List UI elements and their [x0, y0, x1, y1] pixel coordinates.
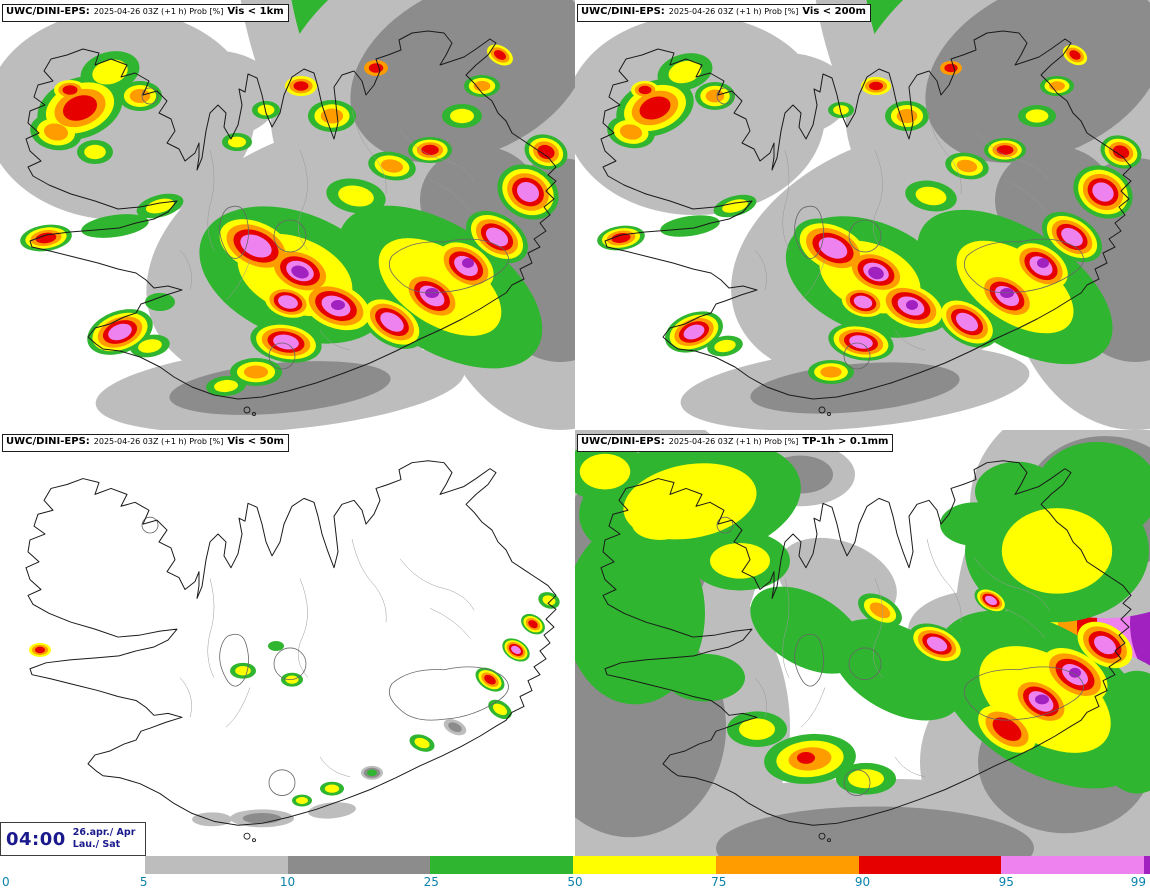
map-canvas-vis-1km: [0, 0, 575, 430]
probability-field-vis-1km: [0, 0, 575, 430]
probability-field-vis-200m: [575, 0, 1150, 430]
model-label: UWC/DINI-EPS:: [6, 436, 90, 447]
valid-date-line2: Lau./ Sat: [72, 839, 121, 850]
colorbar-label-25: 25: [423, 875, 439, 889]
probability-field-tp-1h: [575, 430, 1150, 856]
colorbar-segment-4: [715, 856, 859, 874]
probability-field-vis-50m: [29, 592, 560, 828]
colorbar-label-10: 10: [279, 875, 296, 889]
map-panel-vis-200m: UWC/DINI-EPS: 2025-04-26 03Z (+1 h) Prob…: [575, 0, 1150, 430]
model-label: UWC/DINI-EPS:: [581, 6, 665, 17]
colorbar-segment-3: [573, 856, 716, 874]
iceland-map-overlay: [25, 460, 557, 843]
valid-time-box: 04:00 26.apr./ Apr Lau./ Sat: [0, 822, 146, 856]
run-info-label: 2025-04-26 03Z (+1 h) Prob [%]: [93, 437, 224, 446]
threshold-label: Vis < 200m: [802, 6, 866, 17]
colorbar-segment-0: [145, 856, 288, 874]
colorbar-labels: 0 5 10 25 50 75 90 95 99: [0, 874, 1150, 891]
colorbar-label-99: 99: [1130, 875, 1146, 889]
colorbar-segment-7: [1144, 856, 1150, 874]
threshold-label: Vis < 50m: [227, 436, 284, 447]
colorbar-segments: [145, 856, 1150, 874]
colorbar-label-0: 0: [2, 875, 10, 889]
model-label: UWC/DINI-EPS:: [6, 6, 90, 17]
colorbar-label-90: 90: [854, 875, 871, 889]
map-grid: UWC/DINI-EPS: 2025-04-26 03Z (+1 h) Prob…: [0, 0, 1150, 856]
map-canvas-vis-50m: [25, 460, 560, 843]
colorbar-segment-1: [287, 856, 431, 874]
colorbar-segment-6: [1001, 856, 1145, 874]
panel-title-vis-1km: UWC/DINI-EPS: 2025-04-26 03Z (+1 h) Prob…: [2, 4, 289, 22]
panel-title-vis-200m: UWC/DINI-EPS: 2025-04-26 03Z (+1 h) Prob…: [577, 4, 871, 22]
panel-title-vis-50m: UWC/DINI-EPS: 2025-04-26 03Z (+1 h) Prob…: [2, 434, 289, 452]
threshold-label: Vis < 1km: [227, 6, 284, 17]
map-panel-vis-50m: UWC/DINI-EPS: 2025-04-26 03Z (+1 h) Prob…: [0, 430, 575, 856]
valid-date-line1: 26.apr./ Apr: [72, 827, 136, 839]
run-info-label: 2025-04-26 03Z (+1 h) Prob [%]: [93, 7, 224, 16]
map-canvas-tp-1h: [575, 430, 1150, 856]
panel-title-tp-1h: UWC/DINI-EPS: 2025-04-26 03Z (+1 h) Prob…: [577, 434, 894, 452]
probability-colorbar: 0 5 10 25 50 75 90 95 99: [0, 856, 1150, 891]
colorbar-label-5: 5: [139, 875, 148, 889]
threshold-label: TP-1h > 0.1mm: [802, 436, 889, 447]
map-panel-tp-1h: UWC/DINI-EPS: 2025-04-26 03Z (+1 h) Prob…: [575, 430, 1150, 856]
colorbar-label-50: 50: [567, 875, 583, 889]
valid-date: 26.apr./ Apr Lau./ Sat: [73, 827, 136, 851]
model-label: UWC/DINI-EPS:: [581, 436, 665, 447]
colorbar-label-75: 75: [711, 875, 727, 889]
map-panel-vis-1km: UWC/DINI-EPS: 2025-04-26 03Z (+1 h) Prob…: [0, 0, 575, 430]
valid-time: 04:00: [6, 828, 66, 850]
run-info-label: 2025-04-26 03Z (+1 h) Prob [%]: [668, 437, 799, 446]
run-info-label: 2025-04-26 03Z (+1 h) Prob [%]: [668, 7, 799, 16]
map-canvas-vis-200m: [575, 0, 1150, 430]
colorbar-label-95: 95: [998, 875, 1014, 889]
colorbar-segment-5: [858, 856, 1002, 874]
colorbar-segment-2: [430, 856, 574, 874]
